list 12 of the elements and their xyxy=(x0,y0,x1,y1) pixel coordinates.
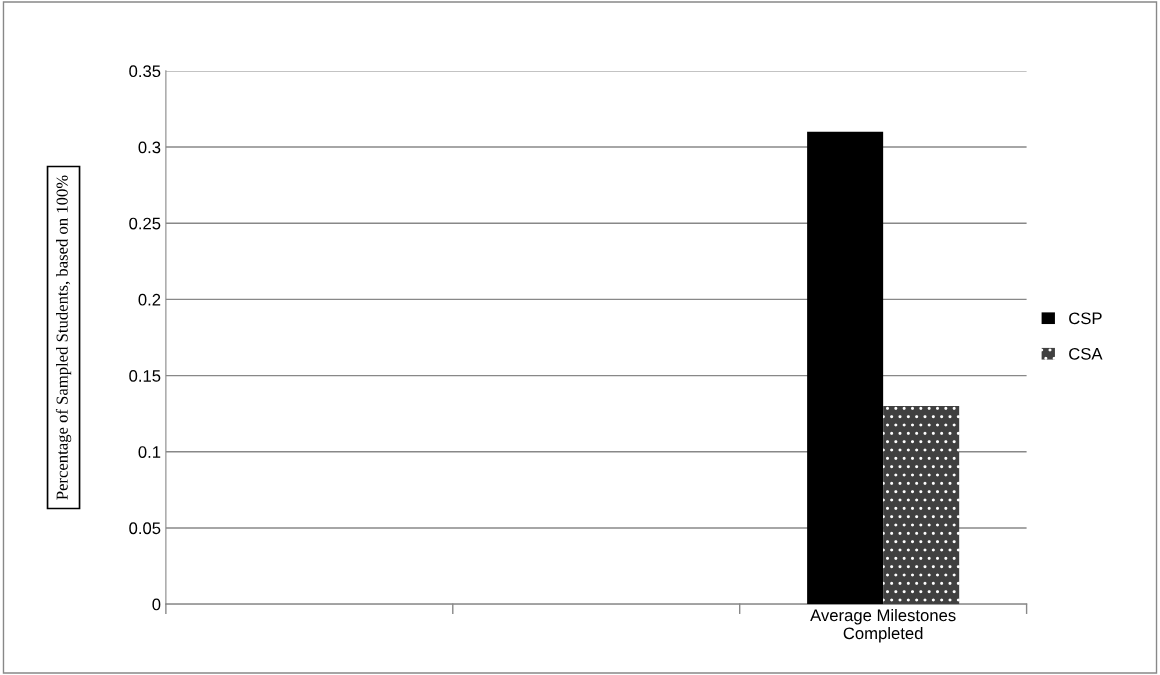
y-tick-label: 0.3 xyxy=(138,141,161,154)
y-tick-label: 0.1 xyxy=(138,446,161,458)
y-axis-title: Percentage of Sampled Students, based on 100% xyxy=(55,175,72,500)
legend-label: CSP xyxy=(1069,312,1102,325)
y-tick-label: 0.2 xyxy=(138,293,161,306)
y-tick-label: 0 xyxy=(152,598,161,611)
y-tick-label: 0.15 xyxy=(129,369,161,382)
x-tick-label: Average Milestones Completed xyxy=(810,608,956,643)
y-tick-label: 0.35 xyxy=(129,65,161,78)
y-tick-label: 0.05 xyxy=(129,522,161,535)
legend-label: CSA xyxy=(1069,347,1103,360)
y-tick-label: 0.25 xyxy=(129,217,161,230)
